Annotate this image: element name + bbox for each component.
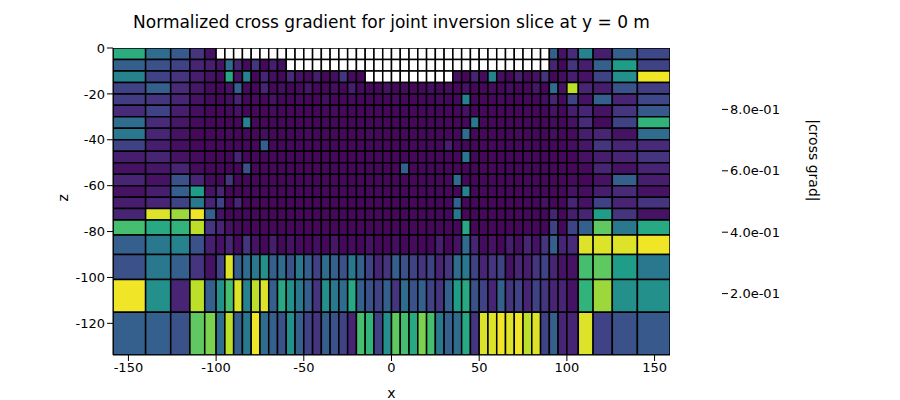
svg-text:4.0e-01: 4.0e-01 (730, 225, 780, 240)
svg-text:100: 100 (554, 360, 579, 375)
svg-text:150: 150 (642, 360, 667, 375)
svg-text:-50: -50 (293, 360, 314, 375)
svg-text:8.0e-01: 8.0e-01 (730, 102, 780, 117)
svg-text:x: x (387, 385, 395, 400)
svg-text:-40: -40 (84, 132, 105, 147)
svg-text:-80: -80 (84, 224, 105, 239)
svg-text:-60: -60 (84, 178, 105, 193)
svg-text:2.0e-01: 2.0e-01 (730, 286, 780, 301)
html-text:Normalized cross gradient for: Normalized cross gradient for joint inve… (133, 12, 650, 32)
svg-text:-150: -150 (114, 360, 144, 375)
svg-text:-100: -100 (75, 270, 105, 285)
svg-text:0: 0 (97, 41, 105, 56)
svg-text:-20: -20 (84, 87, 105, 102)
svg-text:0: 0 (387, 360, 395, 375)
svg-text:-120: -120 (75, 316, 105, 331)
svg-text:-100: -100 (201, 360, 231, 375)
svg-text:50: 50 (471, 360, 488, 375)
svg-text:z: z (55, 194, 71, 201)
svg-text:6.0e-01: 6.0e-01 (730, 163, 780, 178)
svg-text:|cross grad|: |cross grad| (805, 119, 822, 201)
